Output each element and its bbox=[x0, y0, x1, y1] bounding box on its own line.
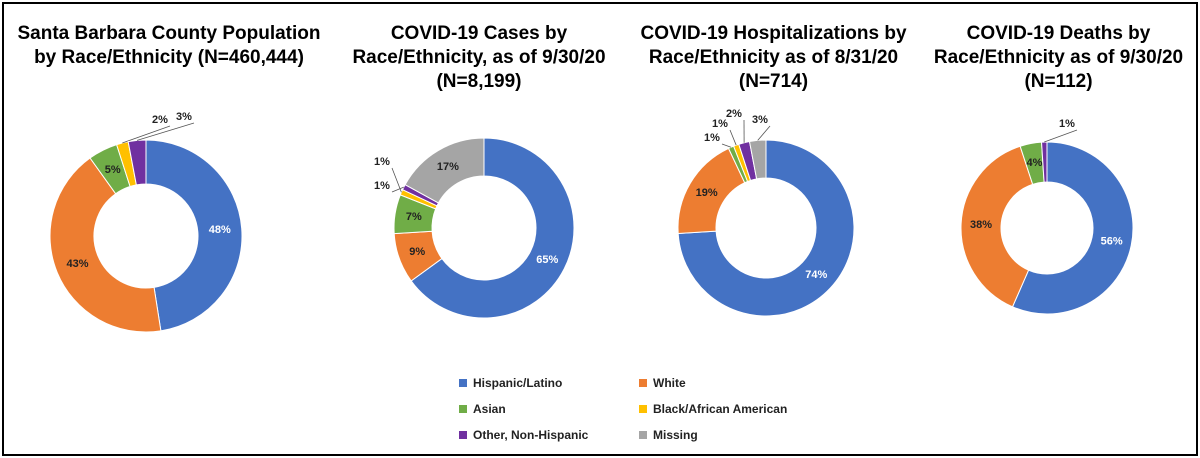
slice-white bbox=[49, 157, 162, 333]
data-label-white: 38% bbox=[970, 219, 992, 231]
title-line: Race/Ethnicity, as of 9/30/20 bbox=[352, 47, 606, 68]
slice-hispanic-latino bbox=[677, 139, 855, 317]
title-line: COVID-19 Deaths by bbox=[966, 23, 1151, 44]
data-label-black-african-american: 2% bbox=[152, 114, 168, 126]
leader-line-black-african-american bbox=[391, 167, 402, 193]
legend-item-black-african-american: Black/African American bbox=[639, 402, 787, 416]
slice-hispanic-latino bbox=[410, 137, 575, 319]
chart-title-population: Santa Barbara County Population by Race/… bbox=[4, 22, 334, 70]
legend-label: Black/African American bbox=[653, 402, 788, 416]
chart-title-deaths: COVID-19 Deaths by Race/Ethnicity as of … bbox=[916, 22, 1200, 94]
slice-hispanic-latino bbox=[1011, 141, 1134, 315]
slice-other-non-hispanic bbox=[127, 139, 147, 186]
legend-label: Other, Non-Hispanic bbox=[473, 428, 589, 442]
donut-deaths: 56% 38% 4% 1% bbox=[960, 118, 1134, 315]
title-line: COVID-19 Cases by bbox=[390, 23, 568, 44]
data-label-asian: 4% bbox=[1027, 157, 1043, 169]
legend-item-hispanic-latino: Hispanic/Latino bbox=[459, 376, 562, 390]
leader-line-black-african-american bbox=[729, 129, 737, 146]
legend-label: White bbox=[653, 376, 686, 390]
title-line: Santa Barbara County Population bbox=[17, 23, 321, 44]
data-label-other-non-hispanic: 1% bbox=[1059, 118, 1075, 130]
leader-line-asian bbox=[721, 143, 732, 148]
title-line: Race/Ethnicity as of 9/30/20 bbox=[933, 47, 1184, 68]
slice-missing bbox=[748, 139, 767, 180]
legend-item-other-non-hispanic: Other, Non-Hispanic bbox=[459, 428, 588, 442]
legend-item-missing: Missing bbox=[639, 428, 698, 442]
slice-hispanic-latino bbox=[145, 139, 243, 332]
legend-swatch bbox=[639, 431, 647, 439]
data-label-other-non-hispanic: 2% bbox=[726, 108, 742, 120]
data-label-white: 43% bbox=[67, 258, 89, 270]
title-line: (N=8,199) bbox=[436, 71, 522, 92]
title-line: COVID-19 Hospitalizations by bbox=[640, 23, 907, 44]
legend-item-asian: Asian bbox=[459, 402, 506, 416]
leader-line-other-non-hispanic bbox=[1044, 129, 1078, 143]
data-label-missing: 3% bbox=[752, 114, 768, 126]
chart-title-cases: COVID-19 Cases by Race/Ethnicity, as of … bbox=[329, 22, 629, 94]
data-label-hispanic-latino: 48% bbox=[209, 224, 231, 236]
legend-label: Hispanic/Latino bbox=[473, 376, 563, 390]
data-label-other-non-hispanic: 3% bbox=[176, 111, 192, 123]
data-label-hispanic-latino: 65% bbox=[536, 254, 558, 266]
data-label-white: 9% bbox=[409, 246, 425, 258]
slice-missing bbox=[404, 137, 485, 204]
title-line: by Race/Ethnicity (N=460,444) bbox=[34, 47, 304, 68]
data-label-black-african-american: 1% bbox=[374, 156, 390, 168]
title-line: (N=112) bbox=[1024, 71, 1093, 92]
title-line: Race/Ethnicity as of 8/31/20 bbox=[648, 47, 899, 68]
data-label-white: 19% bbox=[696, 187, 718, 199]
slice-other-non-hispanic bbox=[1041, 141, 1048, 183]
data-label-hispanic-latino: 56% bbox=[1101, 235, 1123, 247]
data-label-other-non-hispanic: 1% bbox=[374, 180, 390, 192]
leader-line-other-non-hispanic bbox=[391, 186, 404, 193]
legend-swatch bbox=[639, 379, 647, 387]
donut-population: 48% 43% 5% 2% 3% bbox=[49, 111, 243, 333]
data-label-asian: 1% bbox=[704, 132, 720, 144]
donut-hospitalizations: 74%19%1%1%2% 3% bbox=[677, 108, 855, 317]
title-line: (N=714) bbox=[738, 71, 809, 92]
legend-swatch bbox=[639, 405, 647, 413]
data-label-asian: 7% bbox=[406, 211, 422, 223]
legend-label: Missing bbox=[653, 428, 698, 442]
leader-line-missing bbox=[757, 125, 771, 141]
leader-line-other-non-hispanic bbox=[136, 122, 195, 141]
data-label-hispanic-latino: 74% bbox=[805, 269, 827, 281]
leader-line-black-african-american bbox=[122, 125, 171, 144]
chart-title-hospitalizations: COVID-19 Hospitalizations by Race/Ethnic… bbox=[626, 22, 921, 94]
legend-label: Asian bbox=[473, 402, 506, 416]
legend-swatch bbox=[459, 379, 467, 387]
legend-swatch bbox=[459, 405, 467, 413]
slice-white bbox=[960, 145, 1034, 308]
donut-cases: 65% 9% 7% 1% 1% 17% bbox=[374, 137, 575, 319]
data-label-asian: 5% bbox=[105, 164, 121, 176]
legend-item-white: White bbox=[639, 376, 686, 390]
legend-swatch bbox=[459, 431, 467, 439]
legend: Hispanic/Latino White Asian Black/African A… bbox=[459, 376, 839, 448]
data-label-missing: 17% bbox=[437, 161, 459, 173]
data-label-black-african-american: 1% bbox=[712, 118, 728, 130]
